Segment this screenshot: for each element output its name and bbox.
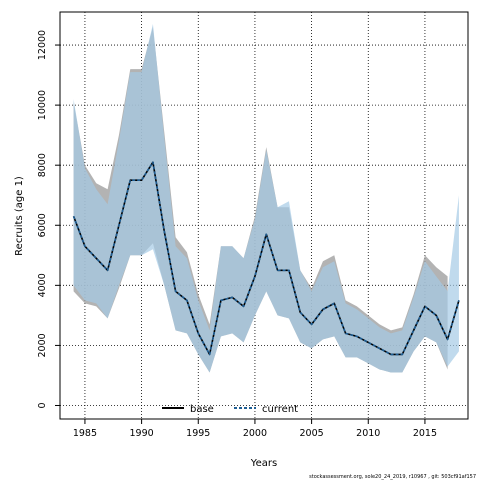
x-tick-label-2005: 2005 [300,428,324,439]
x-tick-label-2000: 2000 [243,428,267,439]
y-tick-label-4000: 4000 [37,273,48,297]
y-tick-label-6000: 6000 [37,213,48,237]
y-tick-label-12000: 12000 [37,30,48,60]
legend-label-base: base [190,404,214,415]
x-tick-label-1995: 1995 [186,428,210,439]
confidence-bands [73,24,459,373]
confidence-band-current [73,24,459,373]
y-tick-label-2000: 2000 [37,333,48,357]
y-tick-label-8000: 8000 [37,153,48,177]
legend: base current [162,404,298,415]
footer-note: stockassessment.org, sole20_24_2019, r10… [309,474,476,480]
x-tick-label-2010: 2010 [356,428,380,439]
series-lines [72,161,460,356]
legend-label-current: current [262,404,298,415]
y-tick-label-10000: 10000 [37,90,48,120]
y-tick-label-0: 0 [37,402,48,408]
plot-frame [59,11,469,420]
x-tick-label-2015: 2015 [413,428,437,439]
y-axis-title: Recruits (age 1) [14,176,25,256]
x-axis-title: Years [250,458,277,469]
y-axis: 0 2000 4000 6000 8000 10000 12000 [37,30,60,409]
x-axis: 1985 1990 1995 2000 2005 2010 2015 [73,419,437,439]
series-line-current [72,161,460,356]
x-tick-label-1985: 1985 [73,428,97,439]
x-tick-label-1990: 1990 [130,428,154,439]
